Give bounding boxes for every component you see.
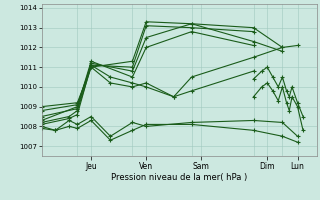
- X-axis label: Pression niveau de la mer( hPa ): Pression niveau de la mer( hPa ): [111, 173, 247, 182]
